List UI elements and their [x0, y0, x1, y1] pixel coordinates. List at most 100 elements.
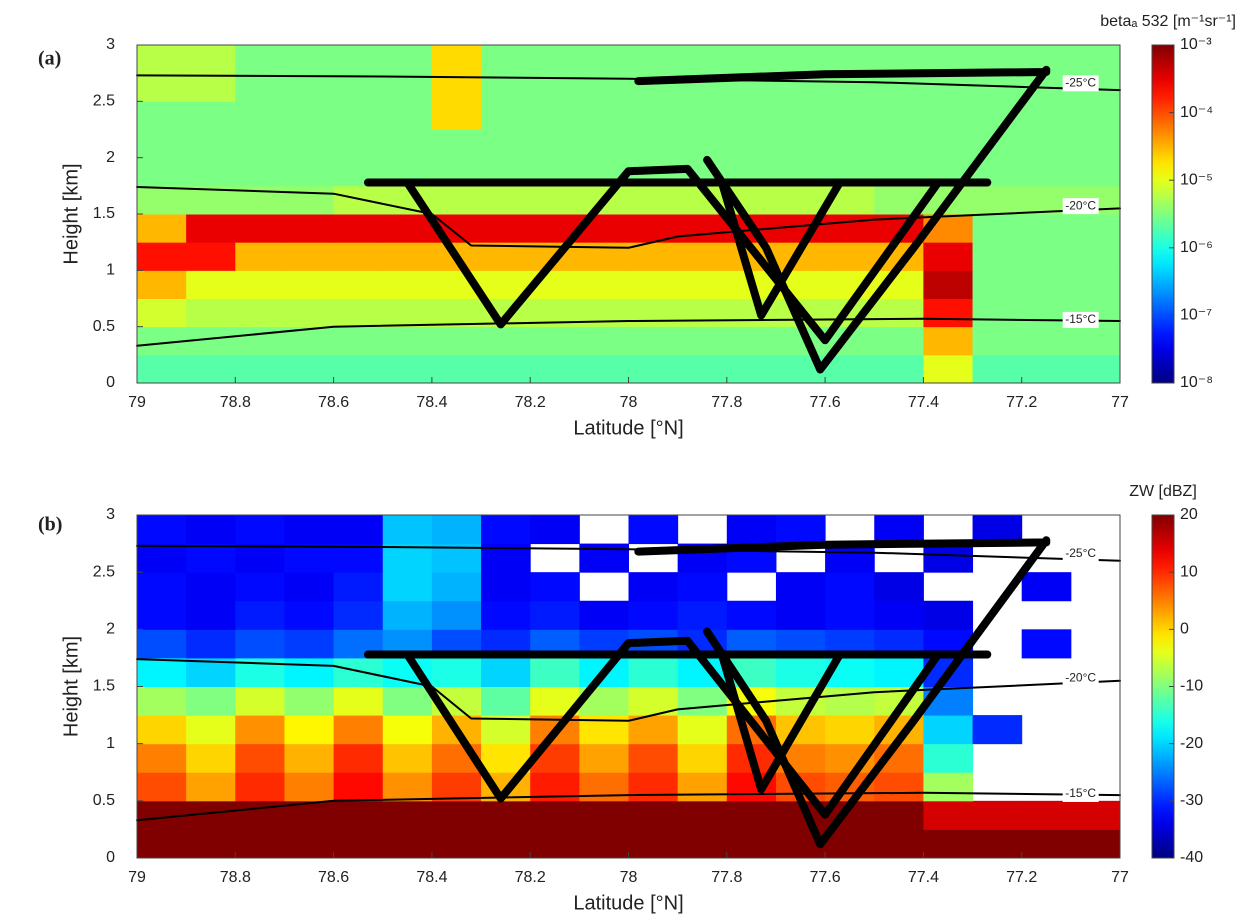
heatmap-cell	[579, 829, 629, 859]
heatmap-cell	[382, 829, 433, 859]
heatmap-cell	[235, 242, 285, 271]
heatmap-cell	[333, 270, 384, 299]
x-tick-label: 79	[128, 394, 146, 411]
heatmap-cell	[923, 101, 974, 130]
heatmap-cell	[481, 354, 531, 384]
heatmap-cell	[186, 543, 236, 573]
heatmap-cell	[137, 515, 187, 545]
heatmap-cell	[726, 129, 777, 159]
heatmap-cell	[382, 298, 433, 328]
heatmap-cell	[579, 129, 629, 159]
heatmap-cell	[1070, 270, 1121, 299]
heatmap-cell	[431, 298, 482, 328]
x-axis-label: Latitude [°N]	[573, 417, 683, 439]
heatmap-cell	[628, 657, 679, 687]
heatmap-cell	[137, 270, 187, 299]
heatmap-cell	[874, 772, 924, 802]
heatmap-cell	[186, 772, 236, 802]
heatmap-cell	[1070, 214, 1121, 243]
heatmap-cell	[186, 101, 236, 130]
heatmap-cell	[186, 73, 236, 102]
heatmap-cell	[530, 800, 580, 830]
heatmap-cell	[235, 214, 285, 243]
heatmap-cell	[333, 800, 384, 830]
colorbar-tick-label: 10⁻³	[1180, 36, 1212, 53]
heatmap-cell	[726, 326, 777, 356]
x-tick-label: 78	[620, 394, 638, 411]
heatmap-cell	[186, 743, 236, 773]
heatmap-cell	[382, 354, 433, 384]
heatmap-cell	[137, 715, 187, 745]
heatmap-cell	[530, 600, 580, 630]
colorbar-tick-label: -30	[1180, 792, 1203, 809]
y-tick-label: 2	[106, 149, 115, 166]
heatmap-cell	[1021, 270, 1072, 299]
heatmap-cell	[825, 354, 875, 384]
heatmap-cell	[284, 629, 335, 659]
colorbar-title: betaₐ 532 [m⁻¹sr⁻¹]	[1100, 13, 1236, 30]
heatmap-cell	[579, 800, 629, 830]
x-tick-label: 77.8	[711, 869, 742, 886]
heatmap-cell	[1021, 354, 1072, 384]
heatmap-cell	[186, 572, 236, 602]
heatmap-cell	[972, 354, 1023, 384]
heatmap-cell	[235, 326, 285, 356]
heatmap-cell	[874, 800, 924, 830]
heatmap-cell	[530, 572, 580, 602]
heatmap-cell	[333, 326, 384, 356]
heatmap-cell	[284, 543, 335, 573]
heatmap-cell	[333, 101, 384, 130]
heatmap-cell	[628, 715, 679, 745]
heatmap-cell	[1070, 242, 1121, 271]
heatmap-cell	[186, 629, 236, 659]
x-tick-label: 78.8	[220, 394, 251, 411]
heatmap-cell	[677, 214, 728, 243]
heatmap-cell	[137, 572, 187, 602]
colorbar-tick-label: -20	[1180, 735, 1203, 752]
panel-label: (b)	[38, 514, 62, 536]
heatmap-cell	[923, 298, 974, 328]
heatmap-cell	[775, 600, 826, 630]
y-tick-label: 0	[106, 374, 115, 391]
heatmap-cell	[284, 129, 335, 159]
heatmap-cell	[530, 45, 580, 74]
heatmap-cell	[923, 354, 974, 384]
y-tick-label: 1.5	[93, 205, 115, 222]
heatmap-cell	[333, 686, 384, 716]
heatmap-cell	[677, 45, 728, 74]
heatmap-cell	[235, 101, 285, 130]
heatmap-cell	[235, 270, 285, 299]
heatmap-cell	[628, 326, 679, 356]
y-tick-label: 2.5	[93, 563, 115, 580]
heatmap-cell	[677, 354, 728, 384]
heatmap-cell	[825, 129, 875, 159]
heatmap-cell	[137, 743, 187, 773]
x-tick-label: 77	[1111, 394, 1129, 411]
heatmap-cell	[825, 829, 875, 859]
heatmap-cell	[628, 45, 679, 74]
heatmap-cell	[333, 829, 384, 859]
heatmap-cell	[1070, 800, 1121, 830]
x-tick-label: 77	[1111, 869, 1129, 886]
heatmap-cell	[284, 242, 335, 271]
heatmap-cell	[923, 242, 974, 271]
heatmap-cell	[923, 326, 974, 356]
heatmap-cell	[284, 715, 335, 745]
heatmap-cell	[333, 242, 384, 271]
heatmap-cell	[481, 326, 531, 356]
heatmap-cell	[235, 45, 285, 74]
heatmap-cell	[137, 45, 187, 74]
annotation-box	[1062, 311, 1099, 328]
x-tick-label: 77.6	[810, 394, 841, 411]
heatmap-cell	[874, 298, 924, 328]
heatmap-cell	[235, 129, 285, 159]
x-tick-label: 78.4	[416, 394, 447, 411]
heatmap-cell	[481, 214, 531, 243]
heatmap-cell	[874, 73, 924, 102]
heatmap-cell	[137, 214, 187, 243]
heatmap-cell	[628, 129, 679, 159]
colorbar	[1151, 44, 1175, 384]
annotation: -25°C	[1065, 75, 1096, 89]
heatmap-cell	[431, 129, 482, 159]
heatmap-cell	[431, 45, 482, 74]
